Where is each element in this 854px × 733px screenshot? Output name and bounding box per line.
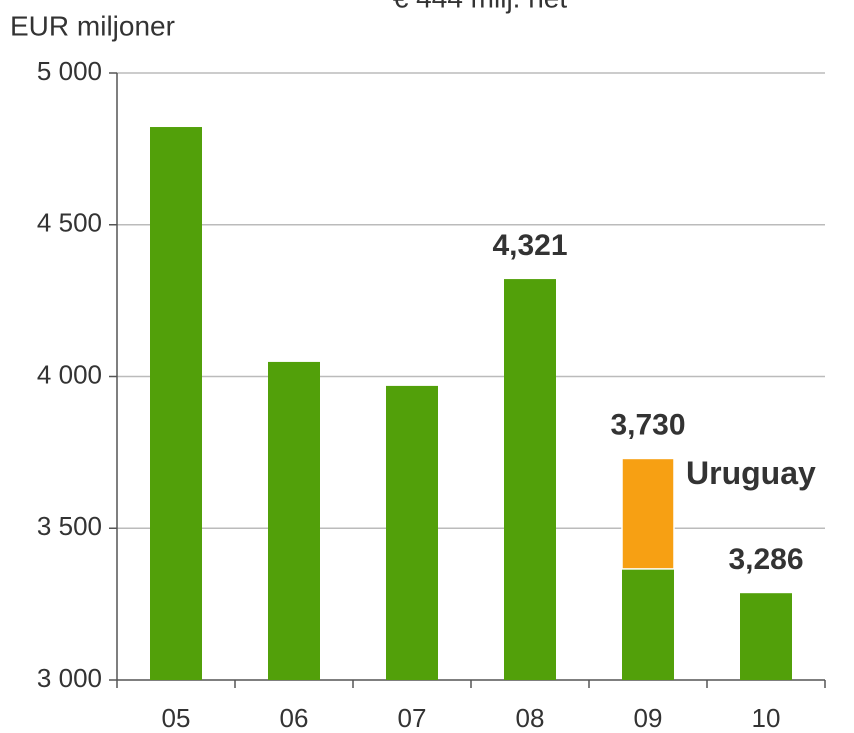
value-label: 4,321 (492, 229, 567, 262)
x-tick-label: 05 (162, 703, 191, 733)
series-label: Uruguay (686, 455, 816, 491)
bar-segment (740, 593, 792, 680)
total-label: 3,730 (610, 408, 685, 441)
x-tick-label: 08 (516, 703, 545, 733)
bar-segment (622, 568, 674, 680)
y-tick-label: 3 500 (37, 511, 102, 541)
y-tick-label: 4 500 (37, 208, 102, 238)
x-tick-label: 09 (634, 703, 663, 733)
y-tick-label: 5 000 (37, 56, 102, 86)
bar-segment (504, 279, 556, 680)
y-tick-label: 3 000 (37, 663, 102, 693)
bar-segment (150, 127, 202, 680)
chart-title: € 444 milj. net (393, 0, 568, 13)
value-label: 3,286 (728, 543, 803, 576)
x-tick-label: 06 (280, 703, 309, 733)
bar-segment (621, 457, 675, 570)
x-tick-label: 10 (752, 703, 781, 733)
y-axis-label: EUR miljoner (10, 10, 175, 41)
y-tick-label: 4 000 (37, 359, 102, 389)
x-tick-label: 07 (398, 703, 427, 733)
bar-segment (268, 361, 320, 680)
bar-segment (386, 385, 438, 680)
